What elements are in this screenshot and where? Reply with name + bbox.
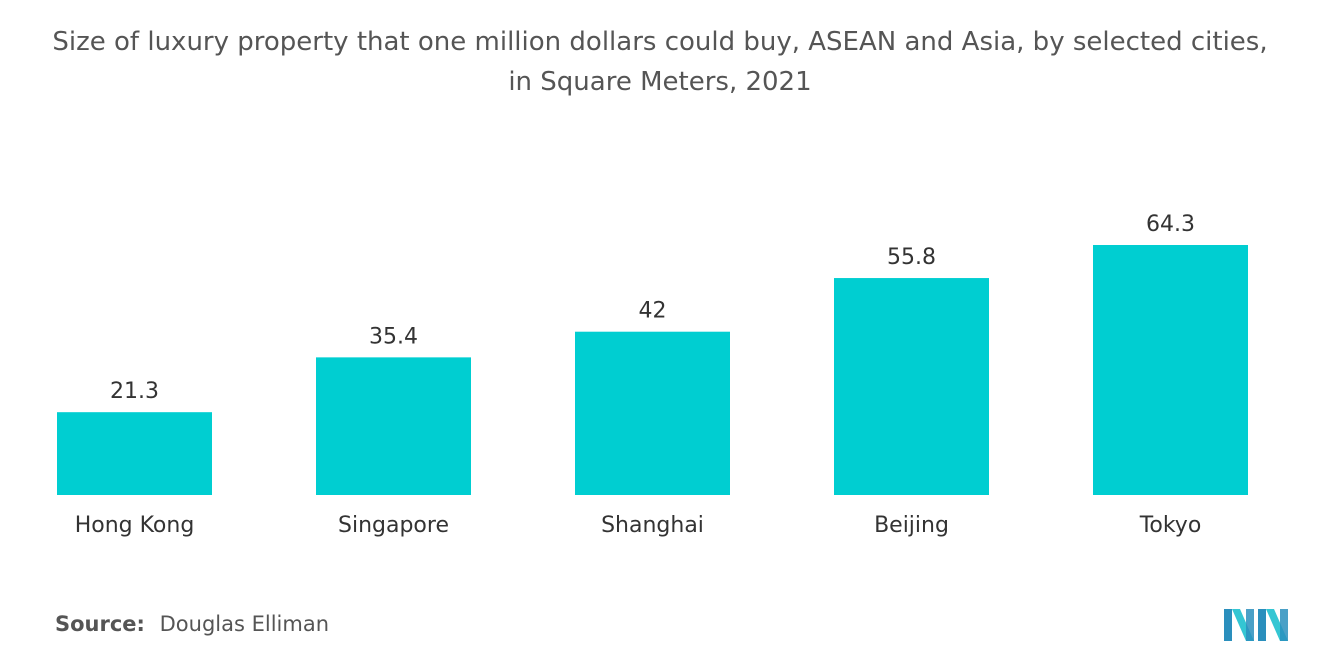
chart-title: Size of luxury property that one million… bbox=[0, 22, 1320, 102]
bar-singapore bbox=[316, 357, 471, 495]
bars-group bbox=[57, 245, 1248, 495]
chart-title-line-1: Size of luxury property that one million… bbox=[52, 27, 1268, 57]
value-label: 55.8 bbox=[887, 245, 936, 270]
category-label: Shanghai bbox=[601, 513, 704, 538]
bar-hong-kong bbox=[57, 412, 212, 495]
category-label: Tokyo bbox=[1139, 513, 1202, 538]
category-label: Beijing bbox=[874, 513, 949, 538]
value-label: 42 bbox=[639, 299, 667, 324]
mordor-intelligence-logo-icon bbox=[1224, 609, 1288, 641]
source-text: Douglas Elliman bbox=[159, 612, 330, 636]
bar-chart: 21.3 35.4 42 55.8 64.3 Hong Kong Singapore Sha… bbox=[57, 212, 1248, 538]
value-label: 64.3 bbox=[1146, 212, 1195, 237]
category-label: Singapore bbox=[338, 513, 449, 538]
value-label: 21.3 bbox=[110, 379, 159, 404]
category-labels-group: Hong Kong Singapore Shanghai Beijing Tokyo bbox=[75, 513, 1202, 538]
bar-tokyo bbox=[1093, 245, 1248, 495]
value-labels-group: 21.3 35.4 42 55.8 64.3 bbox=[110, 212, 1195, 404]
bar-shanghai bbox=[575, 331, 730, 495]
chart-title-line-2: in Square Meters, 2021 bbox=[508, 67, 812, 97]
bar-beijing bbox=[834, 278, 989, 495]
source-label: Source: bbox=[55, 612, 145, 636]
source-note: Source: Douglas Elliman bbox=[55, 612, 329, 636]
value-label: 35.4 bbox=[369, 324, 418, 349]
category-label: Hong Kong bbox=[75, 513, 195, 538]
